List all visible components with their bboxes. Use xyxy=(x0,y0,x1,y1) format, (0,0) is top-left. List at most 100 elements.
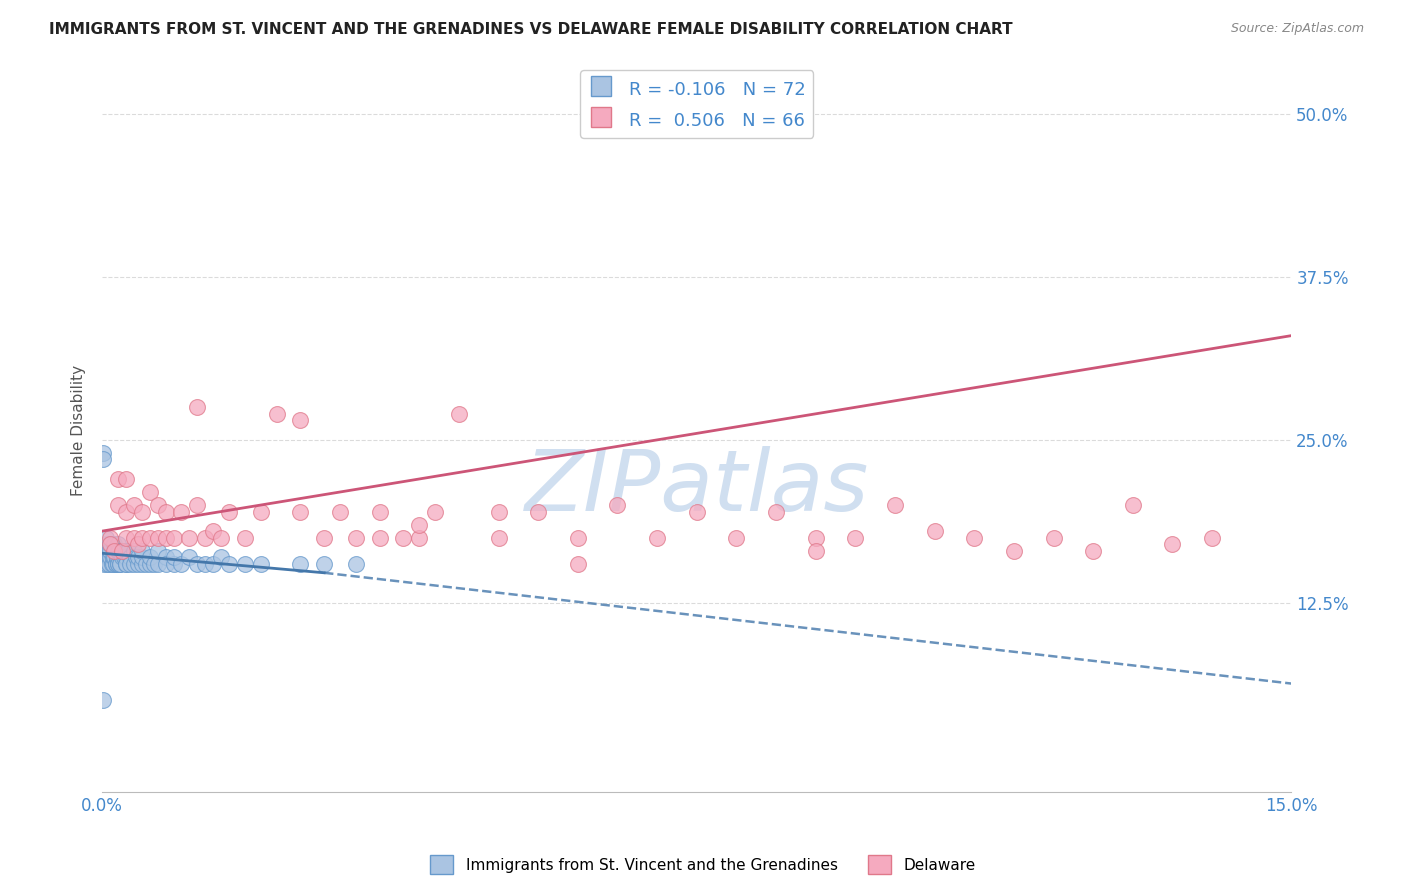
Point xyxy=(329,504,352,518)
Point xyxy=(122,498,145,512)
Point xyxy=(115,557,138,571)
Point xyxy=(103,543,125,558)
Point xyxy=(186,557,208,571)
Point xyxy=(233,557,256,571)
Point xyxy=(97,543,120,558)
Point xyxy=(118,550,141,565)
Point xyxy=(122,557,145,571)
Point xyxy=(110,557,132,571)
Point xyxy=(155,557,177,571)
Point xyxy=(194,557,217,571)
Point xyxy=(91,446,114,460)
Point xyxy=(107,557,129,571)
Text: Source: ZipAtlas.com: Source: ZipAtlas.com xyxy=(1230,22,1364,36)
Point xyxy=(107,557,129,571)
Point xyxy=(146,543,169,558)
Point xyxy=(368,504,391,518)
Point xyxy=(1122,498,1144,512)
Point xyxy=(98,537,121,551)
Point xyxy=(103,537,125,551)
Point xyxy=(1002,543,1025,558)
Point xyxy=(1161,537,1184,551)
Point xyxy=(115,550,138,565)
Point xyxy=(1081,543,1104,558)
Point xyxy=(162,550,184,565)
Point xyxy=(488,504,510,518)
Point xyxy=(98,531,121,545)
Point xyxy=(249,504,271,518)
Point xyxy=(131,504,153,518)
Point xyxy=(645,531,668,545)
Text: IMMIGRANTS FROM ST. VINCENT AND THE GRENADINES VS DELAWARE FEMALE DISABILITY COR: IMMIGRANTS FROM ST. VINCENT AND THE GREN… xyxy=(49,22,1012,37)
Point xyxy=(103,550,125,565)
Point xyxy=(162,557,184,571)
Point xyxy=(314,557,336,571)
Point xyxy=(96,537,118,551)
Point xyxy=(122,543,145,558)
Point xyxy=(488,531,510,545)
Point xyxy=(202,524,225,538)
Point xyxy=(202,557,225,571)
Point xyxy=(686,504,709,518)
Point xyxy=(146,557,169,571)
Point xyxy=(108,543,131,558)
Point xyxy=(139,557,162,571)
Point xyxy=(93,557,115,571)
Point xyxy=(218,557,240,571)
Legend: R = -0.106   N = 72, R =  0.506   N = 66: R = -0.106 N = 72, R = 0.506 N = 66 xyxy=(581,70,813,138)
Point xyxy=(96,557,118,571)
Point xyxy=(111,543,134,558)
Point xyxy=(135,557,157,571)
Legend: Immigrants from St. Vincent and the Grenadines, Delaware: Immigrants from St. Vincent and the Gren… xyxy=(425,849,981,880)
Point xyxy=(101,557,124,571)
Point xyxy=(408,517,430,532)
Point xyxy=(209,531,232,545)
Point xyxy=(155,504,177,518)
Point xyxy=(104,543,127,558)
Point xyxy=(115,472,138,486)
Point xyxy=(804,543,827,558)
Point xyxy=(131,531,153,545)
Point xyxy=(107,537,129,551)
Point xyxy=(1201,531,1223,545)
Point xyxy=(139,531,162,545)
Point xyxy=(122,531,145,545)
Point xyxy=(131,543,153,558)
Point xyxy=(103,550,125,565)
Point xyxy=(249,557,271,571)
Point xyxy=(105,557,128,571)
Point xyxy=(266,407,288,421)
Point xyxy=(112,550,135,565)
Point xyxy=(170,504,193,518)
Point xyxy=(527,504,550,518)
Point xyxy=(104,557,127,571)
Point xyxy=(146,531,169,545)
Point xyxy=(107,498,129,512)
Point xyxy=(606,498,628,512)
Point xyxy=(98,543,121,558)
Point xyxy=(142,557,165,571)
Point xyxy=(924,524,946,538)
Point xyxy=(131,550,153,565)
Point xyxy=(124,550,146,565)
Point xyxy=(344,557,367,571)
Point xyxy=(107,543,129,558)
Point xyxy=(131,557,153,571)
Point xyxy=(567,531,589,545)
Point xyxy=(105,550,128,565)
Point xyxy=(447,407,470,421)
Point xyxy=(194,531,217,545)
Point xyxy=(233,531,256,545)
Point xyxy=(1042,531,1064,545)
Point xyxy=(765,504,787,518)
Point xyxy=(290,504,312,518)
Point xyxy=(209,550,232,565)
Point xyxy=(127,550,149,565)
Point xyxy=(170,557,193,571)
Point xyxy=(118,557,141,571)
Text: ZIPatlas: ZIPatlas xyxy=(524,447,869,530)
Point xyxy=(111,550,134,565)
Point xyxy=(567,557,589,571)
Point xyxy=(115,543,138,558)
Point xyxy=(179,550,201,565)
